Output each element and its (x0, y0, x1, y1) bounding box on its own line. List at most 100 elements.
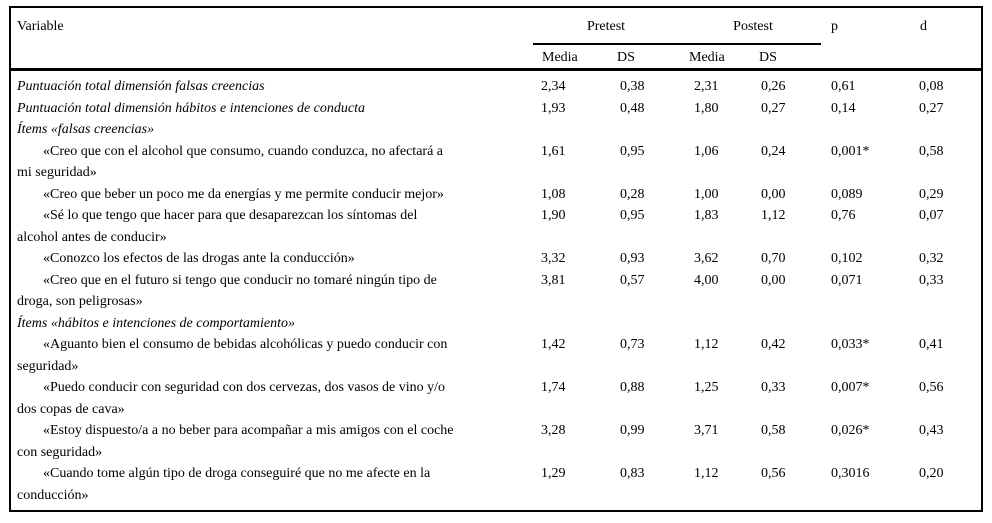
cell-d-value: 0,29 (919, 186, 944, 202)
row-variable-label: «Creo que en el futuro si tengo que cond… (17, 272, 437, 310)
row-variable-label: «Cuando tome algún tipo de droga consegu… (17, 466, 431, 503)
cell-pretest-ds: 0,28 (620, 186, 645, 202)
table-row: Puntuación total dimensión falsas creenc… (11, 76, 981, 98)
cell-postest-ds: 1,12 (761, 208, 786, 223)
cell-postest-media: 1,12 (694, 337, 719, 352)
stats-table: Variable Pretest Postest p d Media DS Me… (9, 6, 983, 512)
cell-postest-media: 1,00 (694, 186, 719, 202)
cell-d-value: 0,27 (919, 100, 944, 116)
cell-d-value: 0,32 (919, 251, 944, 266)
cell-p-value: 0,102 (831, 251, 863, 266)
cell-postest-ds: 0,24 (761, 143, 786, 159)
cell-p-value: 0,089 (831, 186, 863, 202)
cell-d-value: 0,56 (919, 380, 944, 395)
cell-postest-ds: 0,26 (761, 79, 786, 94)
cell-postest-ds: 0,56 (761, 466, 786, 481)
cell-postest-ds: 0,33 (761, 380, 786, 395)
cell-pretest-media: 3,28 (541, 423, 566, 438)
cell-p-value: 0,001* (831, 143, 870, 159)
table-row: «Conozco los efectos de las drogas ante … (11, 248, 981, 270)
table-row: Ítems «hábitos e intenciones de comporta… (11, 313, 981, 335)
cell-postest-media: 1,83 (694, 208, 719, 223)
cell-pretest-ds: 0,83 (620, 466, 645, 481)
cell-pretest-media: 3,32 (541, 251, 566, 266)
cell-d-value: 0,58 (919, 143, 944, 159)
cell-pretest-ds: 0,48 (620, 100, 645, 116)
cell-pretest-ds: 0,93 (620, 251, 645, 266)
cell-p-value: 0,3016 (831, 466, 870, 481)
cell-postest-ds: 0,00 (761, 186, 786, 202)
table-row: «Estoy dispuesto/a a no beber para acomp… (11, 420, 981, 463)
col-header-postest-media: Media (689, 50, 725, 65)
cell-postest-media: 3,62 (694, 251, 719, 266)
table-header: Variable Pretest Postest p d Media DS Me… (11, 8, 981, 71)
table-row: «Creo que en el futuro si tengo que cond… (11, 270, 981, 313)
cell-pretest-ds: 0,88 (620, 380, 645, 395)
cell-postest-media: 1,06 (694, 143, 719, 159)
cell-postest-ds: 0,42 (761, 337, 786, 352)
cell-postest-ds: 0,70 (761, 251, 786, 266)
col-header-variable: Variable (17, 19, 64, 34)
cell-postest-media: 1,80 (694, 100, 719, 116)
cell-d-value: 0,43 (919, 423, 944, 438)
pretest-postest-rule (533, 43, 821, 45)
cell-postest-media: 3,71 (694, 423, 719, 438)
cell-pretest-media: 1,29 (541, 466, 566, 481)
cell-postest-ds: 0,58 (761, 423, 786, 438)
cell-d-value: 0,07 (919, 208, 944, 223)
col-header-postest-ds: DS (759, 50, 777, 65)
row-variable-label: Ítems «falsas creencias» (17, 122, 155, 137)
table-row: Ítems «falsas creencias» (11, 119, 981, 141)
cell-d-value: 0,08 (919, 79, 944, 94)
cell-d-value: 0,41 (919, 337, 944, 352)
col-header-pretest-ds: DS (617, 50, 635, 65)
cell-p-value: 0,61 (831, 79, 856, 94)
row-variable-label: «Conozco los efectos de las drogas ante … (43, 251, 355, 266)
table-row: «Aguanto bien el consumo de bebidas alco… (11, 334, 981, 377)
cell-postest-media: 4,00 (694, 272, 719, 288)
table-row: «Creo que beber un poco me da energías y… (11, 184, 981, 206)
cell-postest-media: 2,31 (694, 79, 719, 94)
cell-pretest-media: 1,08 (541, 186, 566, 202)
cell-pretest-ds: 0,38 (620, 79, 645, 94)
cell-pretest-media: 2,34 (541, 79, 566, 94)
cell-pretest-ds: 0,73 (620, 337, 645, 352)
table-row: «Sé lo que tengo que hacer para que desa… (11, 205, 981, 248)
cell-pretest-media: 1,90 (541, 208, 566, 223)
col-header-d: d (920, 19, 927, 34)
table-body: Puntuación total dimensión falsas creenc… (11, 71, 981, 506)
row-variable-label: «Puedo conducir con seguridad con dos ce… (17, 380, 446, 417)
col-header-pretest: Pretest (586, 19, 626, 34)
cell-pretest-media: 1,42 (541, 337, 566, 352)
row-variable-label: «Sé lo que tengo que hacer para que desa… (17, 208, 418, 245)
table-row: «Cuando tome algún tipo de droga consegu… (11, 463, 981, 506)
col-header-pretest-media: Media (542, 50, 578, 65)
cell-postest-ds: 0,00 (761, 272, 786, 288)
row-variable-label: «Estoy dispuesto/a a no beber para acomp… (17, 423, 454, 460)
table-row: «Creo que con el alcohol que consumo, cu… (11, 141, 981, 184)
cell-pretest-ds: 0,95 (620, 143, 645, 159)
row-variable-label: «Creo que con el alcohol que consumo, cu… (17, 143, 443, 181)
row-variable-label: «Aguanto bien el consumo de bebidas alco… (17, 337, 448, 374)
cell-pretest-ds: 0,57 (620, 272, 645, 288)
cell-pretest-ds: 0,95 (620, 208, 645, 223)
cell-pretest-media: 1,74 (541, 380, 566, 395)
col-header-postest: Postest (733, 19, 773, 34)
row-variable-label: Puntuación total dimensión hábitos e int… (17, 100, 365, 116)
cell-pretest-media: 1,93 (541, 100, 566, 116)
table-row: «Puedo conducir con seguridad con dos ce… (11, 377, 981, 420)
cell-postest-media: 1,12 (694, 466, 719, 481)
cell-pretest-media: 3,81 (541, 272, 566, 288)
row-variable-label: Ítems «hábitos e intenciones de comporta… (17, 315, 296, 331)
cell-p-value: 0,033* (831, 337, 870, 352)
cell-d-value: 0,33 (919, 272, 944, 288)
col-header-p: p (831, 19, 838, 34)
cell-p-value: 0,14 (831, 100, 856, 116)
cell-p-value: 0,071 (831, 272, 863, 288)
row-variable-label: Puntuación total dimensión falsas creenc… (17, 79, 265, 94)
cell-pretest-ds: 0,99 (620, 423, 645, 438)
cell-postest-ds: 0,27 (761, 100, 786, 116)
cell-d-value: 0,20 (919, 466, 944, 481)
cell-p-value: 0,007* (831, 380, 870, 395)
